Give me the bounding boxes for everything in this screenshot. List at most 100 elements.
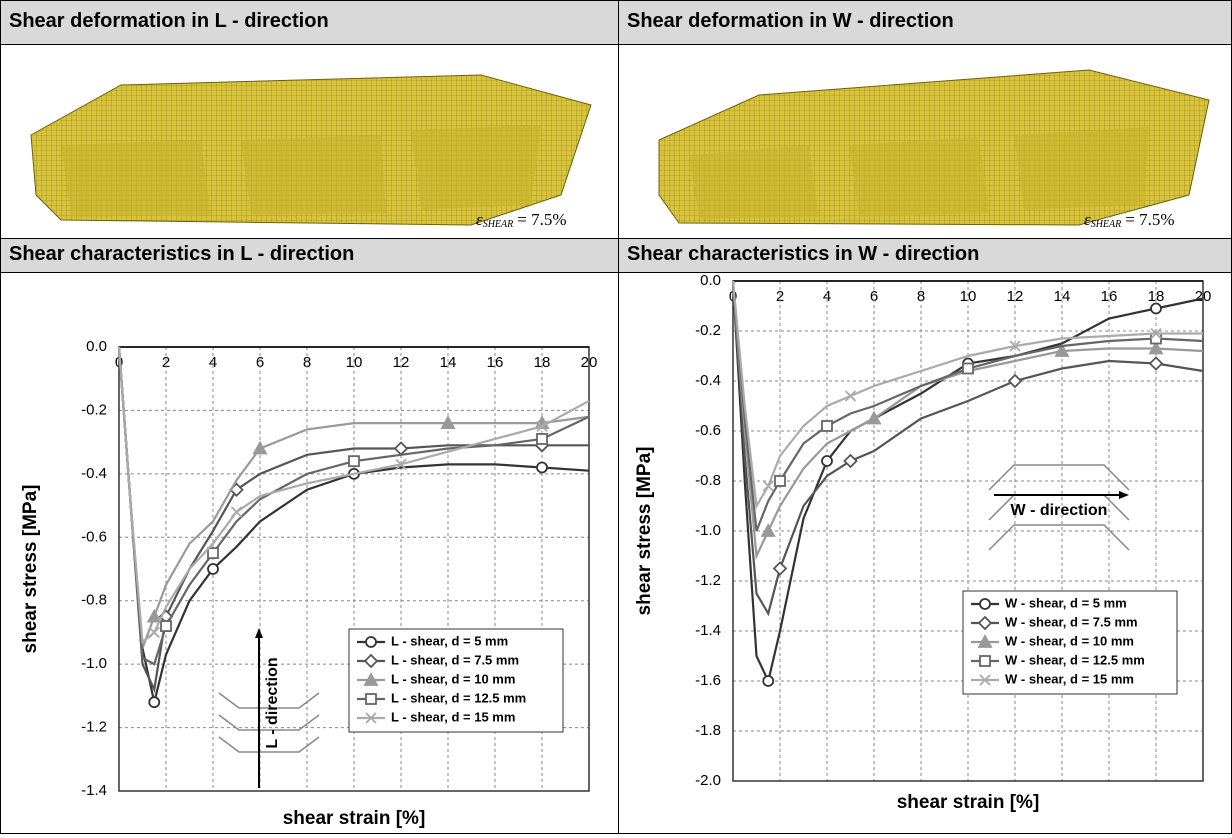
x-tick-label: 12 <box>393 354 410 371</box>
series-line <box>733 281 1203 506</box>
marker <box>763 676 773 686</box>
marker <box>763 481 773 491</box>
x-tick-label: 8 <box>303 354 311 371</box>
strain-subscript: SHEAR <box>483 219 514 230</box>
x-tick-label: 8 <box>917 288 925 305</box>
strain-value: = 7.5% <box>517 210 566 229</box>
y-axis-label: shear stress [MPa] <box>634 447 655 616</box>
page: {"panels": [ {"title": "Shear deformatio… <box>0 0 1232 834</box>
legend-label: W - shear, d = 15 mm <box>1005 671 1134 686</box>
marker <box>254 442 266 453</box>
legend-label: L - shear, d = 15 mm <box>391 709 515 724</box>
strain-subscript: SHEAR <box>1091 219 1122 230</box>
y-tick-label: -0.8 <box>695 472 721 489</box>
legend-label: W - shear, d = 5 mm <box>1005 595 1127 610</box>
marker <box>1150 358 1162 370</box>
mesh-block <box>849 137 989 217</box>
marker <box>1151 334 1161 344</box>
y-tick-label: -0.4 <box>695 372 721 389</box>
marker <box>149 627 159 637</box>
marker <box>822 421 832 431</box>
x-tick-label: 2 <box>776 288 784 305</box>
arrow-head <box>1119 491 1129 499</box>
y-tick-label: -1.0 <box>81 655 107 672</box>
y-axis-label: shear stress [MPa] <box>20 485 41 654</box>
mesh-panel: εSHEAR= 7.5% <box>618 44 1232 239</box>
x-tick-label: 10 <box>960 288 977 305</box>
x-tick-label: 4 <box>209 354 217 371</box>
marker <box>148 611 160 622</box>
inset-shape <box>989 465 1129 490</box>
y-tick-label: -0.2 <box>81 401 107 418</box>
marker <box>208 548 218 558</box>
arrow-head <box>255 628 263 638</box>
mesh-block <box>1014 127 1149 210</box>
marker <box>161 621 171 631</box>
marker <box>775 476 785 486</box>
legend-label: L - shear, d = 10 mm <box>391 671 515 686</box>
marker <box>537 434 547 444</box>
inset-shape <box>989 525 1129 550</box>
mesh-block <box>689 145 819 219</box>
marker <box>366 637 376 647</box>
marker <box>1009 375 1021 387</box>
marker <box>349 456 359 466</box>
x-tick-label: 6 <box>256 354 264 371</box>
x-tick-label: 16 <box>1101 288 1118 305</box>
x-tick-label: 16 <box>487 354 504 371</box>
marker <box>208 564 218 574</box>
y-tick-label: -1.4 <box>81 782 107 799</box>
y-tick-label: -0.6 <box>81 528 107 545</box>
marker <box>366 694 376 704</box>
y-tick-label: 0.0 <box>700 273 721 289</box>
x-tick-label: 14 <box>440 354 457 371</box>
marker <box>845 455 857 467</box>
mesh-block <box>241 135 386 215</box>
panel-header: Shear characteristics in L - direction <box>0 238 619 273</box>
x-tick-label: 2 <box>162 354 170 371</box>
x-tick-label: 10 <box>346 354 363 371</box>
marker <box>963 364 973 374</box>
marker <box>149 697 159 707</box>
legend-label: W - shear, d = 10 mm <box>1005 633 1134 648</box>
direction-label: L - direction <box>264 657 281 748</box>
y-tick-label: -1.2 <box>695 572 721 589</box>
marker <box>980 656 990 666</box>
marker <box>774 563 786 575</box>
mesh-image: εSHEAR= 7.5% <box>619 45 1231 238</box>
chart: 0.0 -0.2 -0.4 -0.6 -0.8 -1.0 -1.2 -1.4 -1.6 -1.8 -… <box>619 273 1231 833</box>
y-tick-label: -0.4 <box>81 465 107 482</box>
x-tick-label: 18 <box>1148 288 1165 305</box>
marker <box>537 463 547 473</box>
panel-header: Shear deformation in L - direction <box>0 0 619 45</box>
x-axis-label: shear strain [%] <box>283 808 426 829</box>
marker <box>232 507 242 517</box>
mesh-block <box>61 140 211 217</box>
y-tick-label: 0.0 <box>86 338 107 355</box>
y-tick-label: -1.8 <box>695 722 721 739</box>
y-tick-label: -1.2 <box>81 719 107 736</box>
x-tick-label: 12 <box>1007 288 1024 305</box>
x-tick-label: 18 <box>534 354 551 371</box>
legend-label: W - shear, d = 12.5 mm <box>1005 652 1145 667</box>
direction-label: W - direction <box>1011 502 1108 519</box>
y-tick-label: -1.6 <box>695 672 721 689</box>
strain-value: = 7.5% <box>1125 210 1174 229</box>
x-tick-label: 4 <box>823 288 831 305</box>
chart-panel: 0.0 -0.2 -0.4 -0.6 -0.8 -1.0 -1.2 -1.4 -1.6 -1.8 -… <box>618 272 1232 834</box>
y-tick-label: -0.2 <box>695 322 721 339</box>
marker <box>1151 304 1161 314</box>
x-axis-label: shear strain [%] <box>897 792 1040 813</box>
y-tick-label: -1.4 <box>695 622 721 639</box>
panel-header: Shear deformation in W - direction <box>618 0 1232 45</box>
y-tick-label: -2.0 <box>695 772 721 789</box>
panel-header: Shear characteristics in W - direction <box>618 238 1232 273</box>
x-tick-label: 6 <box>870 288 878 305</box>
legend-label: W - shear, d = 7.5 mm <box>1005 614 1138 629</box>
legend-label: L - shear, d = 7.5 mm <box>391 652 519 667</box>
y-tick-label: -1.0 <box>695 522 721 539</box>
marker <box>822 456 832 466</box>
marker <box>868 413 880 424</box>
y-tick-label: -0.6 <box>695 422 721 439</box>
